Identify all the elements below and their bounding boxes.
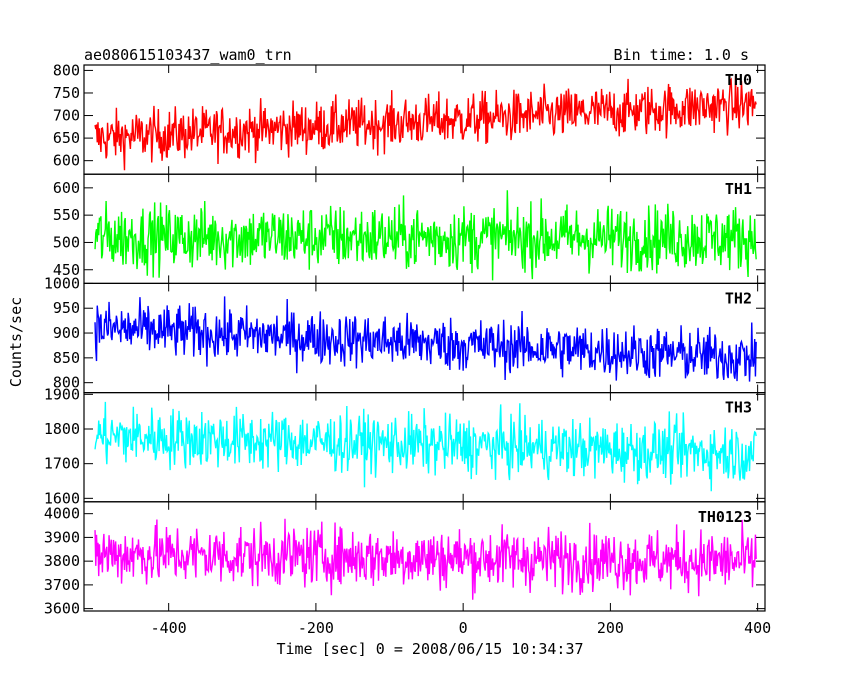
panel-label-th2: TH2 <box>725 289 752 307</box>
x-tick-label: -400 <box>151 619 187 637</box>
y-tick-label: 650 <box>53 129 80 147</box>
series-line-th2 <box>94 296 757 382</box>
y-tick-label: 800 <box>53 374 80 392</box>
panel-frame <box>83 501 766 612</box>
y-tick-label: 1000 <box>44 274 80 292</box>
y-tick-label: 3600 <box>44 600 80 618</box>
y-tick-label: 800 <box>53 61 80 79</box>
y-tick-label: 500 <box>53 233 80 251</box>
y-tick-label: 550 <box>53 206 80 224</box>
chart-title-left: ae080615103437_wam0_trn <box>84 46 292 64</box>
y-tick-label: 3800 <box>44 552 80 570</box>
y-tick-label: 1600 <box>44 489 80 507</box>
y-tick-label: 1700 <box>44 455 80 473</box>
y-axis-label: Counts/sec <box>7 296 25 388</box>
panel-label-th3: TH3 <box>725 399 752 417</box>
y-tick-label: 450 <box>53 261 80 279</box>
series-line-th1 <box>94 190 757 281</box>
series-line-th3 <box>94 401 757 492</box>
y-tick-label: 4000 <box>44 505 80 523</box>
y-tick-label: 600 <box>53 152 80 170</box>
panel-label-th0: TH0 <box>725 71 752 89</box>
x-tick-label: -200 <box>298 619 334 637</box>
y-tick-label: 900 <box>53 324 80 342</box>
y-tick-label: 850 <box>53 349 80 367</box>
y-tick-label: 3900 <box>44 528 80 546</box>
panel-label-th1: TH1 <box>725 180 752 198</box>
y-tick-label: 600 <box>53 179 80 197</box>
panel-frame <box>83 282 766 394</box>
x-tick-label: 400 <box>744 619 771 637</box>
y-tick-label: 3700 <box>44 576 80 594</box>
x-axis-label: Time [sec] 0 = 2008/06/15 10:34:37 <box>276 640 584 658</box>
series-line-th0123 <box>94 518 757 600</box>
x-tick-label: 0 <box>459 619 468 637</box>
y-tick-label: 700 <box>53 107 80 125</box>
panel-label-th0123: TH0123 <box>698 508 752 526</box>
y-tick-label: 1800 <box>44 420 80 438</box>
y-tick-label: 750 <box>53 84 80 102</box>
chart-title-right: Bin time: 1.0 s <box>613 46 749 64</box>
y-tick-label: 1900 <box>44 385 80 403</box>
x-tick-label: 200 <box>597 619 624 637</box>
y-tick-label: 950 <box>53 299 80 317</box>
series-line-th0 <box>94 76 757 171</box>
